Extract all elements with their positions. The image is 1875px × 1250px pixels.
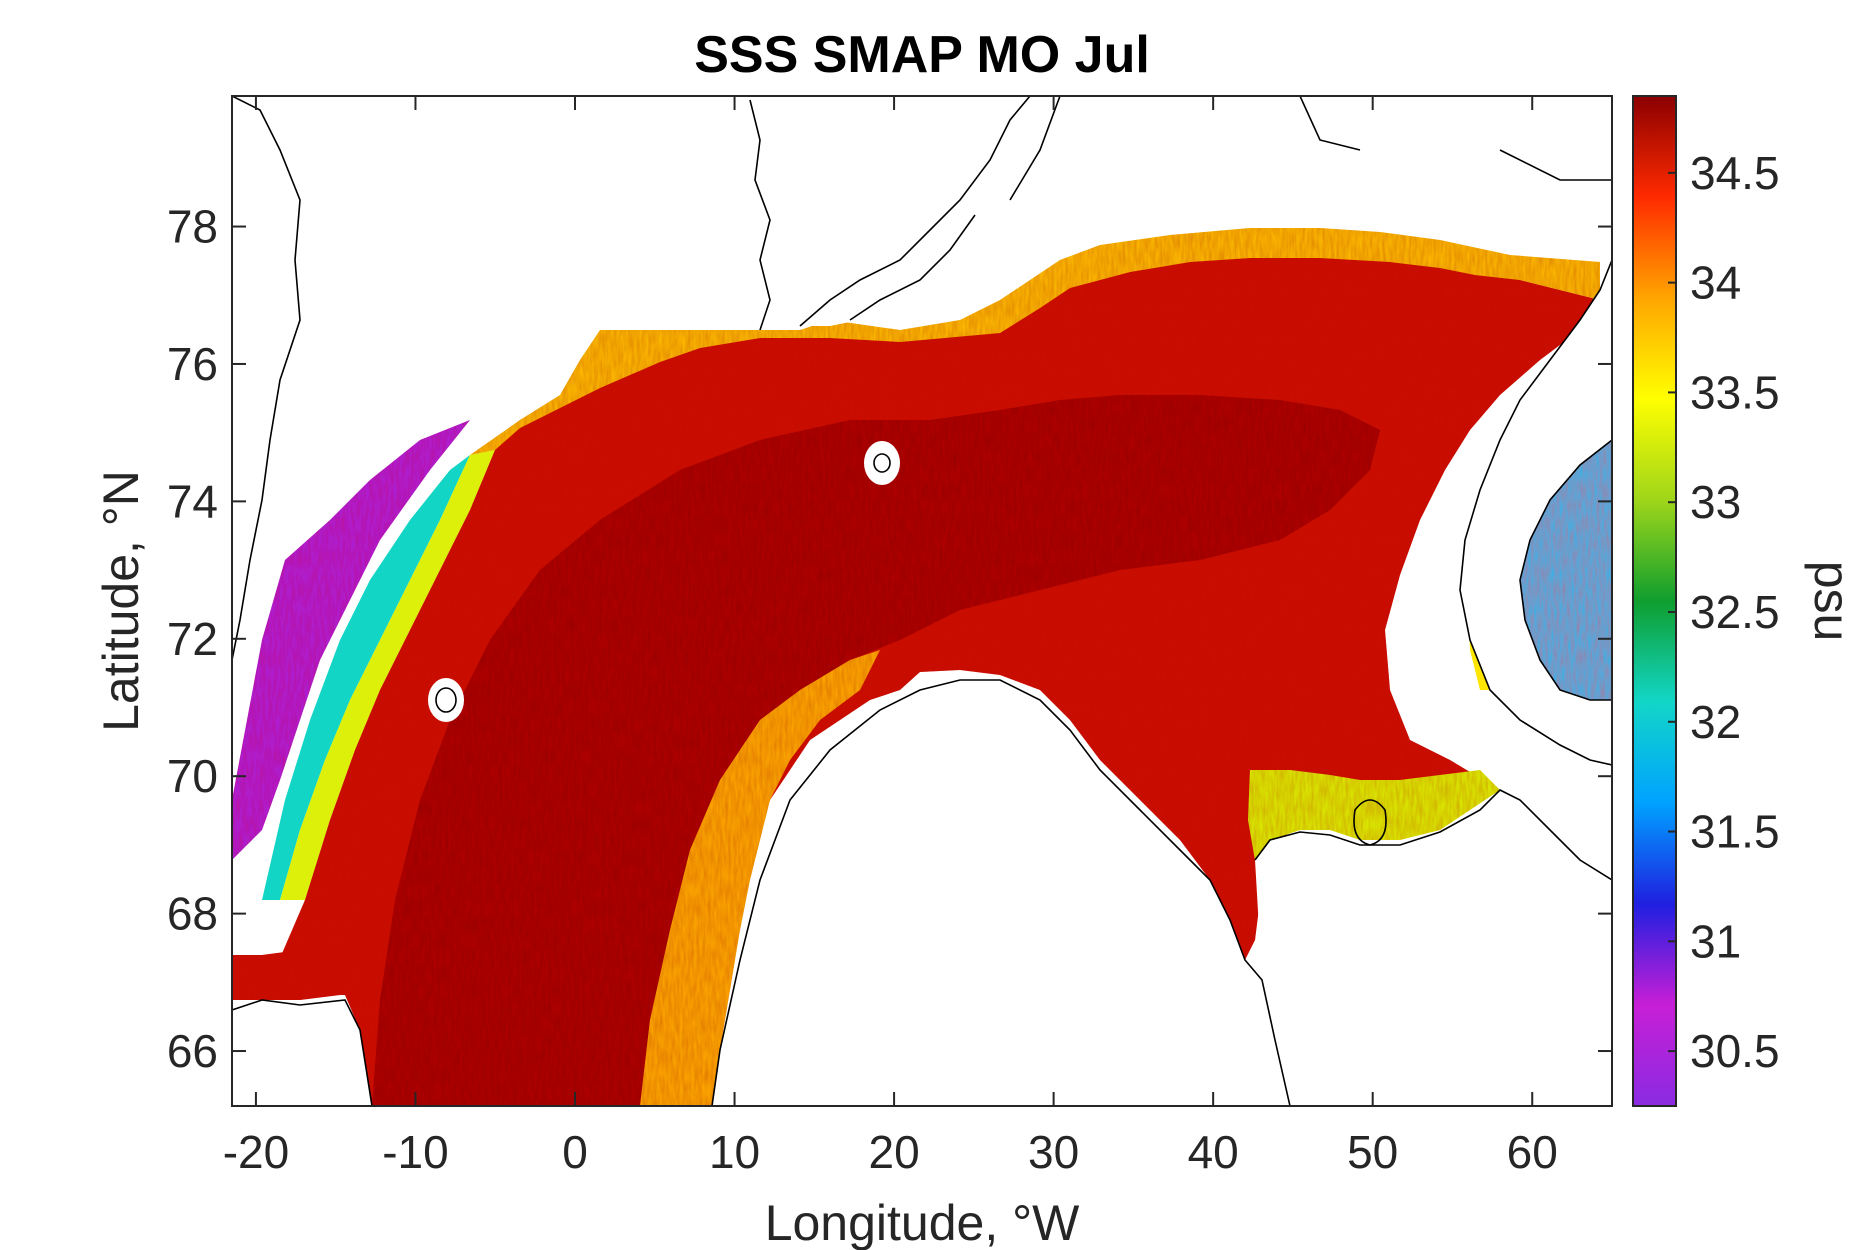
y-tick-label: 72: [167, 613, 218, 665]
y-axis: 66 68 70 72 74 76 78: [167, 201, 1612, 1077]
land-jan-mayen: [428, 678, 464, 722]
y-tick-label: 66: [167, 1025, 218, 1077]
x-tick-label: 30: [1028, 1126, 1079, 1178]
y-tick-label: 68: [167, 888, 218, 940]
x-tick-label: -20: [223, 1126, 289, 1178]
colorbar-tick-label: 34.5: [1690, 147, 1780, 199]
field-northern-edge: [470, 228, 1600, 455]
y-tick-label: 76: [167, 338, 218, 390]
field-east-greenland-shelf: [232, 420, 470, 860]
land-iceland-corner: [232, 1000, 372, 1106]
field-white-sea-front: [1248, 770, 1500, 860]
colorbar-tick-label: 33.5: [1690, 366, 1780, 418]
y-tick-label: 78: [167, 201, 218, 253]
colorbar-tick-label: 32.5: [1690, 586, 1780, 638]
colorbar-tick-label: 31.5: [1690, 806, 1780, 858]
colorbar-tick-label: 32: [1690, 696, 1741, 748]
land-scandinavia: [712, 680, 1290, 1106]
x-tick-label: -10: [382, 1126, 448, 1178]
y-axis-label: Latitude, °N: [93, 470, 149, 732]
land-svalbard: [740, 96, 1060, 330]
x-tick-label: 20: [868, 1126, 919, 1178]
field-norwegian-coastal: [640, 650, 880, 1106]
colorbar-tick-label: 31: [1690, 915, 1741, 967]
field-greenland-front: [262, 455, 470, 900]
x-tick-label: 60: [1507, 1126, 1558, 1178]
colorbar-tick-label: 33: [1690, 476, 1741, 528]
plot-frame: [231, 95, 1613, 1107]
salinity-field: [232, 96, 1612, 1106]
x-tick-label: 10: [709, 1126, 760, 1178]
y-tick-label: 74: [167, 475, 218, 527]
land-novaya-zemlya: [1460, 260, 1612, 765]
colorbar-ticks: 30.5 31 31.5 32 32.5 33 33.5 34 34.5: [1668, 147, 1780, 1077]
colorbar-label: psu: [1804, 561, 1860, 642]
land-greenland: [232, 96, 330, 660]
y-tick-label: 70: [167, 750, 218, 802]
coastlines: [232, 96, 1612, 1106]
field-core-dark-red: [372, 395, 1380, 1106]
colorbar-tick-label: 34: [1690, 257, 1741, 309]
x-tick-label: 0: [562, 1126, 588, 1178]
x-tick-label: 40: [1188, 1126, 1239, 1178]
colorbar-tick-label: 30.5: [1690, 1025, 1780, 1077]
land-bear-island: [864, 441, 900, 485]
land-kola-coast: [1255, 790, 1612, 1106]
land-franz-josef: [1000, 96, 1612, 245]
field-southwest: [232, 900, 345, 1000]
chart-title: SSS SMAP MO Jul: [694, 26, 1150, 84]
colorbar: [1632, 95, 1677, 1107]
x-axis-label: Longitude, °W: [765, 1195, 1080, 1250]
x-tick-label: 50: [1347, 1126, 1398, 1178]
x-axis: -20 -10 0 10 20 30 40 50 60: [223, 96, 1558, 1178]
